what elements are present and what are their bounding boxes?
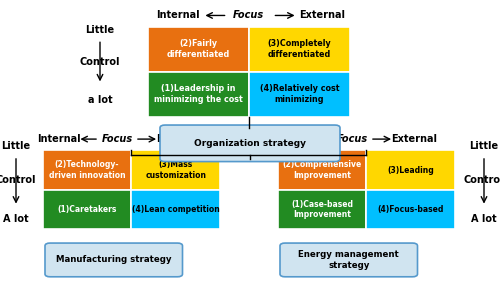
Text: Little: Little	[2, 141, 30, 151]
Text: Focus: Focus	[102, 134, 133, 144]
FancyBboxPatch shape	[249, 72, 350, 117]
Text: External: External	[300, 10, 346, 21]
FancyBboxPatch shape	[366, 190, 455, 229]
FancyBboxPatch shape	[148, 27, 249, 72]
Text: (4)Lean competition: (4)Lean competition	[132, 205, 220, 214]
Text: Little: Little	[470, 141, 498, 151]
Text: Little: Little	[86, 24, 114, 35]
Text: Control: Control	[80, 57, 120, 67]
Text: (1)Caretakers: (1)Caretakers	[57, 205, 116, 214]
Text: (4)Relatively cost
minimizing: (4)Relatively cost minimizing	[260, 84, 339, 104]
Text: A lot: A lot	[471, 214, 497, 224]
Text: Internal: Internal	[156, 10, 200, 21]
FancyBboxPatch shape	[148, 72, 249, 117]
Text: External: External	[391, 134, 437, 144]
Text: Control: Control	[0, 175, 36, 185]
Text: (2)Fairly
differentiated: (2)Fairly differentiated	[166, 39, 230, 59]
FancyBboxPatch shape	[131, 190, 220, 229]
FancyBboxPatch shape	[42, 150, 131, 190]
Text: (3)Mass
customization: (3)Mass customization	[145, 160, 206, 180]
Text: (2)Comprehensive
Improvement: (2)Comprehensive Improvement	[282, 160, 362, 180]
FancyBboxPatch shape	[45, 243, 182, 277]
Text: Internal: Internal	[272, 134, 316, 144]
FancyBboxPatch shape	[42, 190, 131, 229]
Text: Focus: Focus	[233, 10, 264, 21]
FancyBboxPatch shape	[278, 190, 366, 229]
FancyBboxPatch shape	[131, 150, 220, 190]
Text: Manufacturing strategy: Manufacturing strategy	[56, 255, 172, 264]
FancyBboxPatch shape	[160, 125, 340, 162]
Text: Internal: Internal	[37, 134, 81, 144]
Text: Control: Control	[464, 175, 500, 185]
Text: Energy management
strategy: Energy management strategy	[298, 250, 399, 270]
FancyBboxPatch shape	[366, 150, 455, 190]
Text: (1)Leadership in
minimizing the cost: (1)Leadership in minimizing the cost	[154, 84, 242, 104]
FancyBboxPatch shape	[280, 243, 417, 277]
Text: (2)Technology-
driven innovation: (2)Technology- driven innovation	[48, 160, 125, 180]
FancyBboxPatch shape	[278, 150, 366, 190]
Text: External: External	[156, 134, 202, 144]
Text: a lot: a lot	[88, 95, 112, 105]
Text: (3)Leading: (3)Leading	[387, 166, 434, 175]
Text: (4)Focus-based: (4)Focus-based	[378, 205, 444, 214]
Text: (1)Case-based
Improvement: (1)Case-based Improvement	[291, 200, 353, 219]
Text: Focus: Focus	[337, 134, 368, 144]
Text: (3)Completely
differentiated: (3)Completely differentiated	[268, 39, 331, 59]
Text: A lot: A lot	[3, 214, 29, 224]
Text: Organization strategy: Organization strategy	[194, 139, 306, 148]
FancyBboxPatch shape	[249, 27, 350, 72]
